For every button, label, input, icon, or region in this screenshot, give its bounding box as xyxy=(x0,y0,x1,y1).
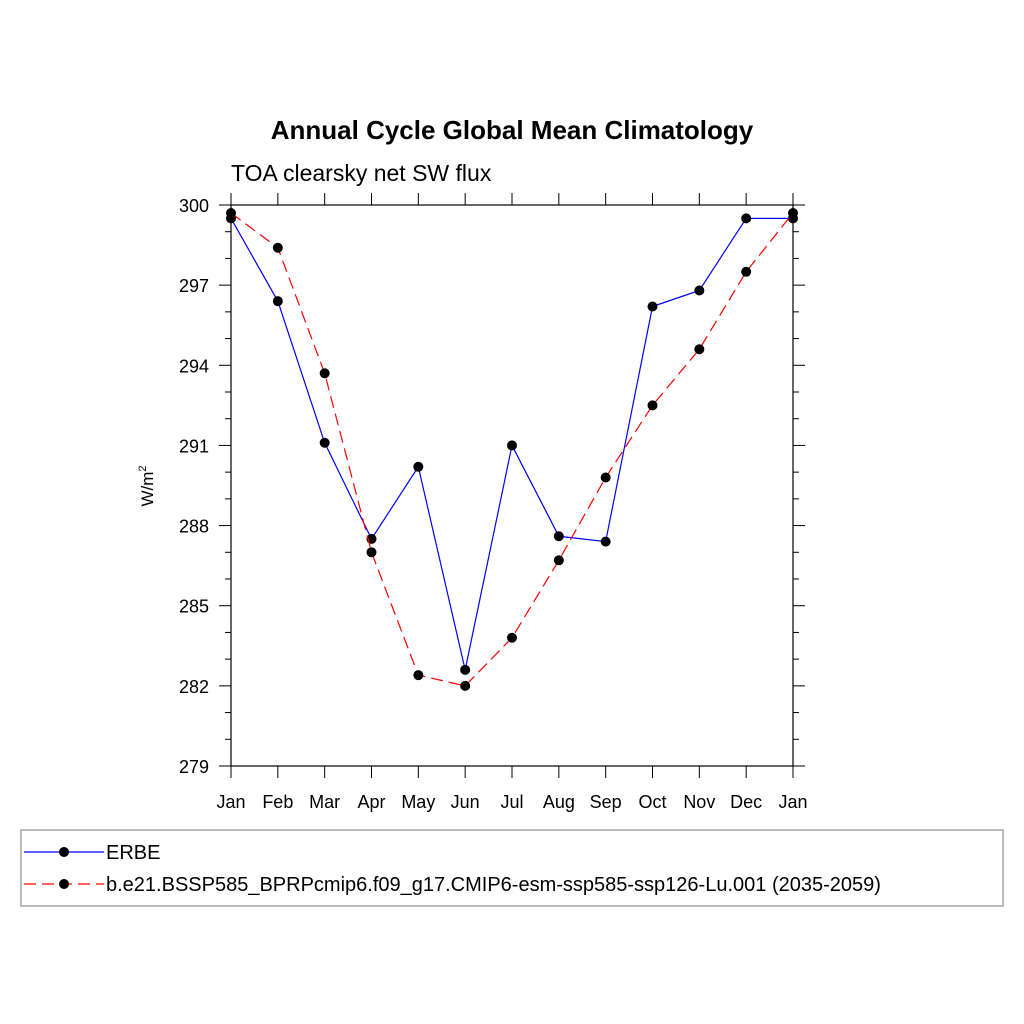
x-tick-label: Jun xyxy=(451,792,480,812)
series-1-point xyxy=(647,301,658,312)
legend: ERBE b.e21.BSSP585_BPRPcmip6.f09_g17.CMIP… xyxy=(20,829,1004,907)
series-1-point xyxy=(460,664,471,675)
series-2 xyxy=(226,208,798,691)
series-2-point xyxy=(366,547,377,558)
x-tick-label: Apr xyxy=(357,792,385,812)
svg-text:W/m2: W/m2 xyxy=(137,465,157,506)
chart-title: Annual Cycle Global Mean Climatology xyxy=(271,115,754,145)
series-2-point xyxy=(226,208,236,219)
series-layer xyxy=(226,208,798,691)
x-tick-label: Aug xyxy=(543,792,575,812)
series-1-point xyxy=(741,213,752,224)
plot-frame xyxy=(230,204,794,767)
x-tick-label: Oct xyxy=(638,792,666,812)
series-2-point xyxy=(600,472,611,483)
series-1-point xyxy=(553,531,564,542)
x-tick-label: Nov xyxy=(683,792,715,812)
y-tick-label: 288 xyxy=(179,517,209,537)
y-tick-label: 294 xyxy=(179,356,209,376)
x-tick-label: Jan xyxy=(216,792,245,812)
series-1 xyxy=(226,213,798,675)
x-tick-label: Jan xyxy=(778,792,807,812)
series-2-point xyxy=(741,266,752,277)
y-tick-label: 282 xyxy=(179,677,209,697)
series-2-point xyxy=(647,400,658,411)
x-tick-label: May xyxy=(401,792,435,812)
x-tick-label: Dec xyxy=(730,792,762,812)
axes: 279 282 285 288 291 294 297 300 Jan Feb Mar Apr May J… xyxy=(179,193,808,812)
series-2-point xyxy=(272,242,283,253)
series-1-point xyxy=(600,536,611,547)
x-tick-label: Mar xyxy=(309,792,340,812)
series-1-point xyxy=(413,461,424,472)
y-tick-label: 300 xyxy=(179,196,209,216)
y-tick-label: 297 xyxy=(179,276,209,296)
y-axis-label-text: W/m xyxy=(138,472,157,507)
x-tick-label: Feb xyxy=(262,792,293,812)
series-2-point xyxy=(694,344,705,355)
x-tick-label: Sep xyxy=(590,792,622,812)
legend-marker-2 xyxy=(59,879,69,889)
series-2-point xyxy=(507,632,517,643)
legend-box xyxy=(20,829,1004,907)
series-2-point xyxy=(460,680,471,691)
series-2-point xyxy=(788,208,798,219)
y-tick-label: 291 xyxy=(179,436,209,456)
series-2-point xyxy=(319,368,330,379)
legend-label-1: ERBE xyxy=(106,842,160,864)
series-1-point xyxy=(319,437,330,448)
legend-marker-1 xyxy=(59,847,69,857)
series-1-point xyxy=(507,440,517,451)
series-2-point xyxy=(413,670,424,681)
legend-label-2: b.e21.BSSP585_BPRPcmip6.f09_g17.CMIP6-es… xyxy=(106,874,881,896)
series-1-point xyxy=(694,285,705,296)
chart-subtitle: TOA clearsky net SW flux xyxy=(231,160,492,186)
y-tick-label: 279 xyxy=(179,757,209,777)
y-axis-label: W/m2 xyxy=(137,465,157,506)
x-tick-label: Jul xyxy=(500,792,523,812)
y-axis-label-superscript: 2 xyxy=(137,465,149,471)
series-1-point xyxy=(272,296,283,307)
y-tick-label: 285 xyxy=(179,597,209,617)
series-2-point xyxy=(553,555,564,566)
